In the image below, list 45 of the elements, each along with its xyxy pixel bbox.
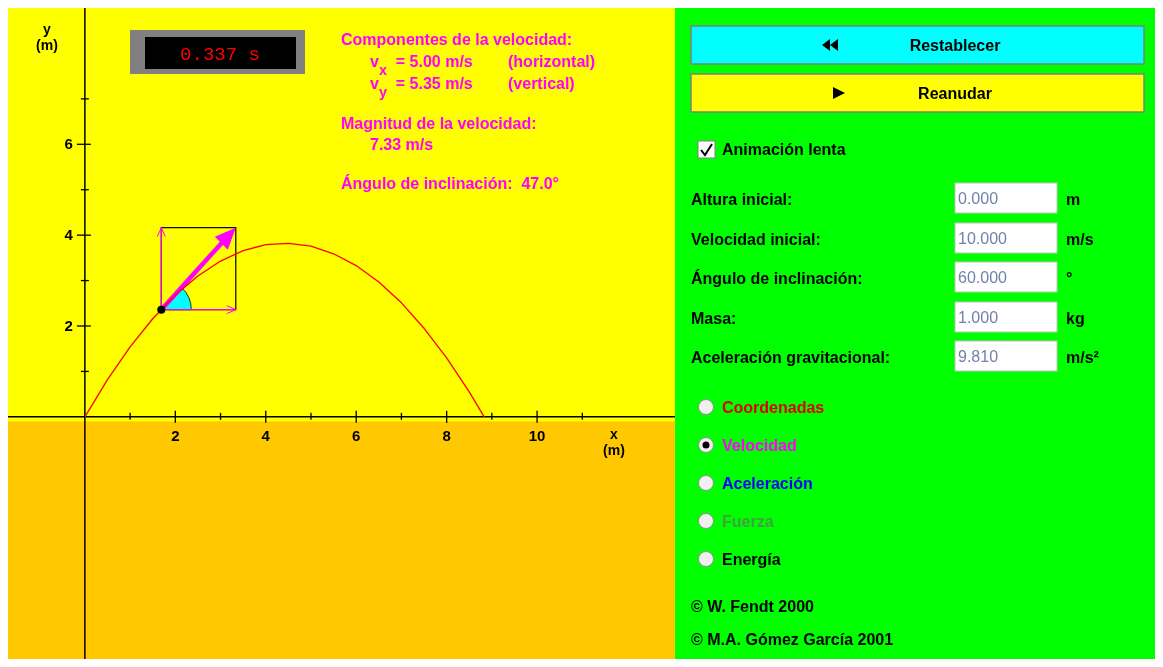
y-tick-label: 2 [64, 317, 73, 334]
text: 1.000 [958, 309, 999, 326]
x-tick-label: 10 [528, 426, 546, 444]
text: © M.A. Gómez García 2001 [691, 631, 894, 648]
text: 60.000 [958, 269, 1008, 286]
text: Reanudar [918, 85, 992, 102]
text: Masa: [691, 310, 737, 327]
text: Altura inicial: [691, 191, 793, 208]
text: Velocidad [722, 437, 797, 454]
text: 0.000 [958, 190, 999, 207]
text: Restablecer [909, 37, 1001, 54]
y-tick-label: 4 [64, 226, 74, 244]
text: m/s² [1066, 349, 1099, 366]
text: m [1066, 191, 1081, 208]
line-series [84, 242, 485, 418]
x-tick-label: 8 [442, 426, 451, 444]
annotation: (vertical) [508, 75, 575, 92]
text: kg [1066, 310, 1085, 327]
y-tick-label: 6 [64, 135, 73, 153]
text: 9.810 [958, 348, 999, 365]
annotation: v$_{y}$ = 5.35 m/s [370, 75, 473, 100]
text: © W. Fendt 2000 [691, 598, 815, 615]
text: 10.000 [958, 230, 1008, 247]
text: Ángulo de inclinación: [691, 269, 863, 287]
text: Aceleración gravitacional: [691, 349, 891, 366]
x-tick-label: 4 [261, 426, 271, 444]
text: Fuerza [722, 513, 774, 530]
text: m/s [1066, 231, 1094, 248]
annotation: Ángulo de inclinación: 47.0° [341, 174, 559, 192]
text: Coordenadas [722, 399, 825, 416]
annotation: 7.33 m/s [370, 136, 434, 153]
annotation: Componentes de la velocidad: [341, 31, 573, 48]
text: Energía [722, 551, 781, 568]
text: ° [1066, 270, 1073, 287]
annotation: Magnitud de la velocidad: [341, 115, 537, 132]
annotation: 0.337 s [180, 44, 260, 66]
text: Aceleración [722, 475, 813, 492]
x-tick-label: 6 [352, 426, 361, 444]
text: Animación lenta [722, 141, 846, 158]
annotation: (horizontal) [508, 53, 596, 70]
x-tick-label: 2 [171, 426, 180, 444]
x-axis-title: x (m) [603, 425, 625, 458]
annotation: v$_{x}$ = 5.00 m/s [370, 53, 473, 78]
y-axis-title: y (m) [36, 21, 58, 53]
text: Velocidad inicial: [691, 231, 821, 248]
